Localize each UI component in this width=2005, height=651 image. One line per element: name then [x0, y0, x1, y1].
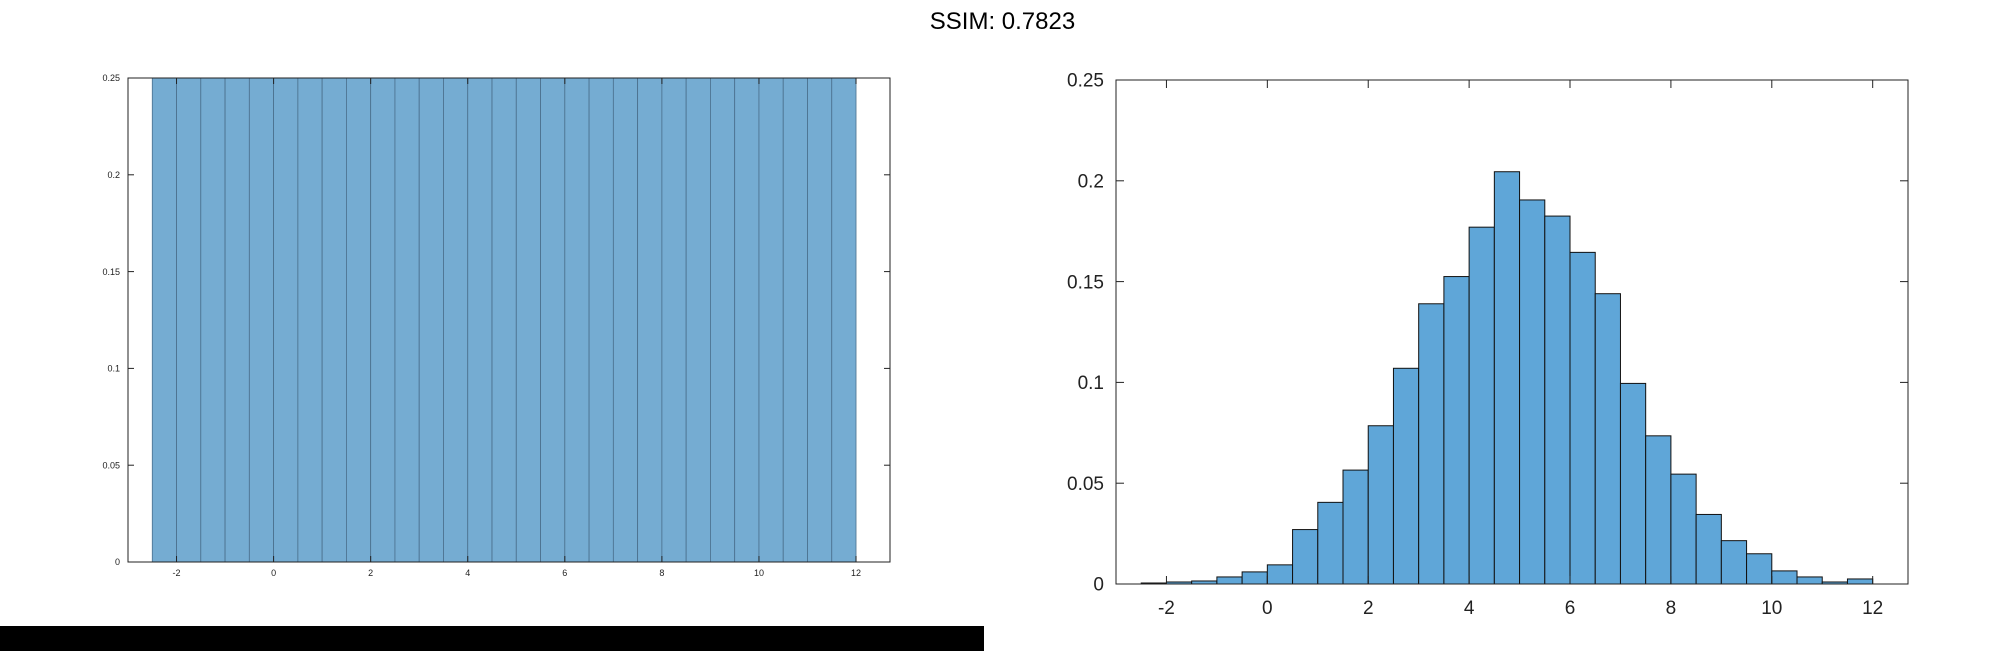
- histogram-bar: [1594, 293, 1621, 585]
- x-tick-label: 6: [1565, 598, 1576, 619]
- histogram-bar: [1720, 540, 1748, 585]
- histogram-bar: [491, 77, 517, 563]
- histogram-bar: [1241, 571, 1268, 585]
- histogram-bar: [1493, 171, 1521, 585]
- histogram-bar: [418, 77, 444, 563]
- histogram-bar: [758, 77, 784, 563]
- x-tick-label: 12: [851, 568, 861, 578]
- histogram-bar: [1796, 576, 1823, 585]
- x-tick-label: 8: [659, 568, 664, 578]
- histogram-bar: [1418, 303, 1445, 585]
- bottom-black-bar: [0, 626, 984, 651]
- x-tick-label: -2: [1158, 598, 1175, 619]
- histogram-bar: [1569, 251, 1596, 585]
- histogram-bar: [1695, 513, 1722, 585]
- histogram-bar: [1468, 226, 1495, 585]
- x-tick-label: 2: [1363, 598, 1374, 619]
- histogram-bar: [1846, 578, 1874, 585]
- x-tick-label: 2: [368, 568, 373, 578]
- axes-box: [1115, 79, 1909, 585]
- y-tick-label: 0.2: [107, 170, 120, 180]
- x-tick-label: 10: [754, 568, 764, 578]
- x-tick-label: 12: [1862, 598, 1883, 619]
- x-tick-label: 6: [562, 568, 567, 578]
- histogram-bar: [1544, 215, 1571, 585]
- histogram-bar: [1746, 553, 1773, 585]
- y-tick-label: 0: [1093, 575, 1104, 596]
- histogram-bar: [346, 77, 372, 563]
- x-tick-label: 4: [465, 568, 470, 578]
- y-tick-label: 0.2: [1078, 171, 1104, 192]
- histogram-bar: [151, 77, 177, 563]
- histogram-bar: [443, 77, 469, 563]
- x-tick-label: 4: [1464, 598, 1475, 619]
- x-tick-label: 8: [1666, 598, 1677, 619]
- y-tick-label: 0.25: [1067, 71, 1104, 92]
- histogram-bar: [467, 77, 493, 563]
- histogram-bar: [1645, 435, 1672, 585]
- histogram-bar: [200, 77, 226, 563]
- histogram-bar: [1292, 529, 1319, 585]
- histogram-bar: [564, 77, 590, 563]
- histogram-bar: [1317, 501, 1344, 585]
- chart-title: SSIM: 0.7823: [929, 8, 1076, 35]
- x-tick-label: -2: [173, 568, 181, 578]
- x-tick-label: 10: [1761, 598, 1782, 619]
- histogram-bar: [1619, 382, 1647, 585]
- y-tick-label: 0: [115, 557, 120, 567]
- y-tick-label: 0.1: [1078, 373, 1104, 394]
- y-tick-label: 0.05: [1067, 474, 1104, 495]
- histogram-bar: [661, 77, 687, 563]
- x-tick-label: 0: [1262, 598, 1273, 619]
- histogram-bar: [1392, 367, 1420, 585]
- y-tick-label: 0.15: [102, 267, 120, 277]
- histogram-bar: [321, 77, 347, 563]
- axes-box: [127, 77, 891, 563]
- histogram-bar: [588, 77, 614, 563]
- bars: [1140, 171, 1874, 585]
- histogram-bar: [1266, 564, 1294, 585]
- y-tick-label: 0.15: [1067, 272, 1104, 293]
- histogram-bar: [831, 77, 857, 563]
- histogram-bar: [1771, 570, 1798, 585]
- y-tick-label: 0.25: [102, 73, 120, 83]
- histogram-bar: [1216, 576, 1243, 585]
- y-tick-label: 0.1: [107, 364, 120, 374]
- histogram-bar: [710, 77, 736, 563]
- histogram-bar: [1342, 469, 1369, 585]
- histogram-bar: [1670, 473, 1697, 585]
- histogram-bar: [1367, 425, 1394, 585]
- histogram-bar: [540, 77, 566, 563]
- bars: [151, 77, 857, 563]
- histogram-bar: [612, 77, 639, 563]
- histogram-bar: [515, 77, 541, 563]
- y-tick-label: 0.05: [102, 460, 120, 470]
- x-tick-label: 0: [271, 568, 276, 578]
- histogram-bar: [1443, 276, 1470, 585]
- histogram-bar: [1519, 199, 1546, 585]
